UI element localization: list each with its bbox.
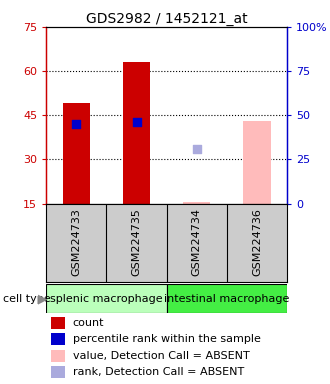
Bar [51, 350, 65, 362]
Point [194, 146, 199, 152]
Bar [46, 284, 167, 313]
Text: GSM224733: GSM224733 [71, 208, 81, 276]
Bar [167, 284, 287, 313]
Text: rank, Detection Call = ABSENT: rank, Detection Call = ABSENT [73, 367, 244, 377]
Text: GSM224735: GSM224735 [132, 208, 142, 276]
Text: cell type: cell type [3, 293, 51, 304]
Bar [51, 333, 65, 345]
Point [134, 119, 139, 125]
Text: count: count [73, 318, 104, 328]
Point [74, 121, 79, 127]
Text: GSM224734: GSM224734 [192, 208, 202, 276]
Bar [51, 366, 65, 378]
Bar [123, 62, 150, 204]
Bar [63, 103, 90, 204]
Bar [183, 202, 210, 204]
Text: intestinal macrophage: intestinal macrophage [164, 293, 289, 304]
Bar [51, 317, 65, 329]
Title: GDS2982 / 1452121_at: GDS2982 / 1452121_at [86, 12, 248, 26]
Text: ▶: ▶ [38, 292, 48, 305]
Bar [244, 121, 271, 204]
Text: splenic macrophage: splenic macrophage [50, 293, 163, 304]
Text: percentile rank within the sample: percentile rank within the sample [73, 334, 261, 344]
Text: value, Detection Call = ABSENT: value, Detection Call = ABSENT [73, 351, 249, 361]
Text: GSM224736: GSM224736 [252, 208, 262, 276]
